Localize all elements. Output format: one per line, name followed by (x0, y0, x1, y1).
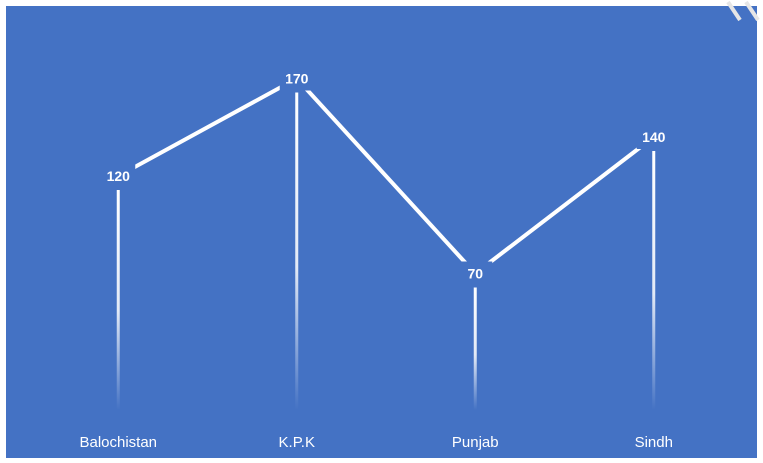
data-label: 120 (107, 168, 131, 184)
line-chart: 120 170 70 140 Balochistan K.P.K Punjab Sindh (79, 66, 673, 451)
data-label-background (279, 66, 314, 91)
data-label-background (101, 164, 136, 188)
x-tick-label: Punjab (452, 434, 499, 451)
x-tick-label: K.P.K (279, 434, 315, 451)
data-label: 170 (285, 71, 309, 87)
drop-line (473, 287, 477, 410)
x-tick-label: Sindh (635, 434, 673, 451)
data-label: 70 (467, 266, 483, 282)
watermark-icon (726, 0, 760, 22)
series-line (117, 75, 655, 277)
drop-line (295, 92, 299, 410)
chart-area: 120 170 70 140 Balochistan K.P.K Punjab Sindh (6, 6, 757, 458)
x-tick-label: Balochistan (79, 434, 157, 451)
data-label-background (458, 261, 493, 286)
data-label-background (636, 125, 671, 149)
drop-line (116, 190, 120, 410)
data-label: 140 (642, 129, 666, 145)
drop-line (652, 151, 656, 410)
